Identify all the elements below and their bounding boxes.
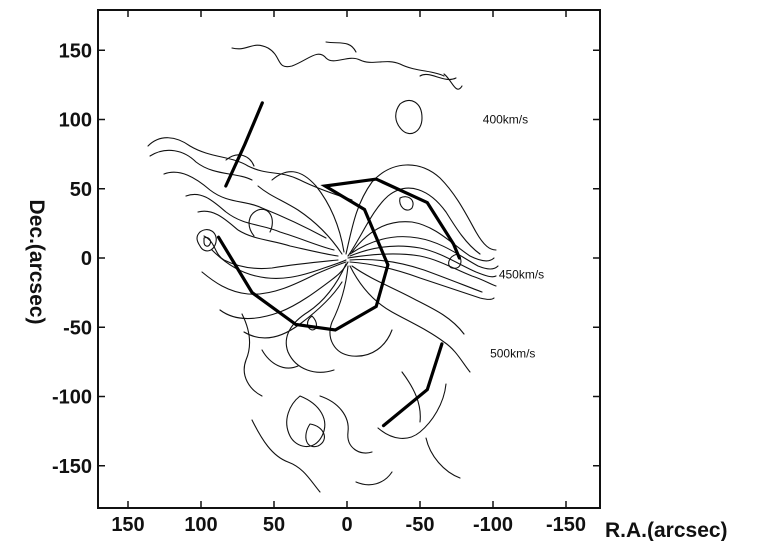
contour-line [231, 44, 445, 77]
contour-line [306, 315, 318, 331]
contour-line [401, 371, 421, 423]
contour-line [163, 171, 327, 239]
contour-line [203, 235, 339, 270]
contour-line [377, 383, 447, 439]
contour-line [448, 253, 462, 269]
contour-line [248, 208, 273, 237]
x-tick-label: -100 [473, 514, 513, 536]
y-tick-label: -150 [52, 456, 92, 478]
contour-line [425, 437, 461, 479]
contour-line [203, 236, 212, 247]
contour-velocity-label: 500km/s [490, 347, 535, 361]
contour-line [345, 164, 497, 255]
contour-line [349, 236, 499, 270]
contour-line [271, 171, 345, 253]
contour-line [349, 265, 471, 373]
y-tick-label: -100 [52, 387, 92, 409]
x-tick-label: 150 [111, 514, 144, 536]
spiral-arm-line [216, 177, 461, 332]
contour-line [349, 261, 495, 301]
velocity-contours [147, 41, 499, 493]
contour-line [201, 261, 347, 295]
x-tick-label: -50 [406, 514, 435, 536]
contour-line [211, 249, 347, 279]
y-tick-label: 100 [59, 110, 92, 132]
x-tick-label: -150 [546, 514, 586, 536]
spiral-arm-overlays [216, 101, 461, 428]
plot-frame [97, 9, 601, 509]
contour-velocity-label: 450km/s [499, 268, 544, 282]
contour-line [351, 221, 495, 262]
contour-line [419, 74, 457, 80]
contour-line [286, 395, 326, 448]
contour-line [147, 137, 353, 201]
contour-line [185, 194, 335, 251]
contour-line [349, 258, 483, 293]
contour-line [395, 100, 423, 135]
x-tick-label: 100 [184, 514, 217, 536]
contour-line [149, 149, 253, 181]
x-tick-label: 50 [263, 514, 285, 536]
contour-line [319, 395, 373, 454]
contour-line [305, 423, 325, 448]
contour-line [257, 185, 343, 255]
y-tick-label: 150 [59, 40, 92, 62]
contour-line [443, 73, 463, 90]
contour-line [196, 229, 217, 252]
axis-ticks: 150 100 50 0 -50 -100 -150 150 100 50 0 -50 -100 -150 [52, 10, 600, 536]
contour-line [261, 349, 299, 369]
contour-line [197, 210, 339, 257]
contour-labels: 400km/s 450km/s 500km/s [483, 113, 544, 361]
contour-line [225, 154, 255, 167]
contour-line [347, 187, 481, 257]
x-tick-label: 0 [341, 514, 352, 536]
spiral-arm-line [224, 101, 264, 188]
contour-line [251, 419, 321, 493]
spiral-arm-line [381, 342, 444, 428]
y-tick-label: -50 [63, 317, 92, 339]
contour-line [355, 471, 393, 486]
contour-line [329, 265, 393, 357]
contour-line [351, 265, 465, 335]
contour-velocity-label: 400km/s [483, 113, 528, 127]
y-tick-label: 0 [81, 248, 92, 270]
contour-line [325, 41, 357, 53]
contour-line [347, 253, 497, 287]
contour-line [285, 263, 347, 373]
y-axis-label: Dec.(arcsec) [25, 200, 48, 325]
contour-line [349, 245, 497, 278]
x-axis-label: R.A.(arcsec) [605, 519, 728, 541]
contour-line [241, 313, 263, 397]
contour-line [399, 196, 414, 211]
y-tick-label: 50 [70, 179, 92, 201]
